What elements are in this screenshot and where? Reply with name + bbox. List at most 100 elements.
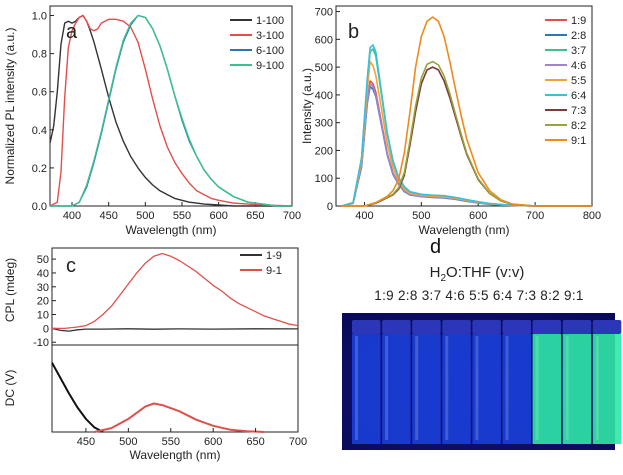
cpl-series-1-9 — [51, 327, 299, 332]
legend-label: 6:4 — [571, 90, 586, 102]
y-tick-label: 1.0 — [32, 11, 47, 23]
x-tick-label: 500 — [119, 436, 137, 448]
vial-cap — [592, 320, 622, 334]
y-tick-label: 100 — [315, 173, 333, 185]
y-tick-label: 0.8 — [32, 49, 47, 61]
photo-title-sub: 2 — [440, 273, 447, 284]
panel-c-chart: -10 010 20 30 40 50 CPL (mdeg) DC (V) 450 500 550 6… — [3, 247, 307, 462]
series-line-1-100 — [49, 14, 292, 207]
plot-frame — [49, 5, 293, 207]
series-line-9-100 — [50, 14, 292, 207]
vial-highlight — [355, 336, 358, 440]
legend-label: 1-100 — [256, 15, 284, 27]
cpl-y-tick-label: -10 — [33, 337, 49, 349]
vial-cap — [502, 320, 531, 334]
panel-d-photo — [342, 313, 622, 450]
cpl-frame — [51, 247, 299, 346]
x-tick-label: 700 — [289, 436, 307, 448]
dc-series-9-1 — [94, 402, 265, 433]
y-tick-label: 0 — [327, 201, 333, 213]
y-tick-label: 500 — [315, 62, 333, 74]
legend-label: 6-100 — [256, 45, 284, 57]
vial-cap — [442, 320, 471, 334]
vial-highlight — [565, 336, 569, 440]
vial-body — [382, 334, 411, 444]
series-line-3-100 — [49, 14, 293, 207]
panel-letter-c: c — [66, 255, 76, 277]
x-tick-label: 600 — [469, 210, 487, 222]
vial-body — [592, 334, 622, 444]
cpl-series-9-1 — [52, 252, 299, 330]
legend-label: 9:1 — [571, 135, 586, 147]
x-axis-label: Wavelength (nm) — [126, 223, 217, 237]
dc-y-axis-label: DC (V) — [3, 370, 17, 407]
x-axis-label: Wavelength (nm) — [130, 448, 221, 462]
vial-body — [502, 334, 531, 444]
x-tick-label: 500 — [412, 210, 430, 222]
x-tick-label: 400 — [63, 210, 81, 222]
x-tick-label: 450 — [99, 210, 117, 222]
x-tick-label: 500 — [136, 210, 154, 222]
legend-label: 3-100 — [256, 30, 284, 42]
x-tick-label: 450 — [77, 436, 95, 448]
vial-cap — [412, 320, 441, 334]
cpl-y-tick-label: 30 — [37, 282, 49, 294]
vial-cap — [562, 320, 592, 334]
legend-label: 4:6 — [571, 60, 586, 72]
vial-body — [352, 334, 381, 444]
x-axis-label: Wavelength (nm) — [419, 223, 510, 237]
y-tick-label: 300 — [315, 118, 333, 130]
vial-cap — [382, 320, 411, 334]
photo-title-pre: H — [429, 264, 441, 281]
x-tick-label: 700 — [283, 210, 301, 222]
panel-letter-d: d — [430, 236, 442, 258]
y-tick-label: 0.6 — [32, 87, 47, 99]
vial-cap — [532, 320, 562, 334]
series-line-8:2 — [341, 60, 592, 207]
vial-highlight — [385, 336, 389, 440]
x-tick-label: 550 — [173, 210, 191, 222]
series-line-4:6 — [341, 83, 592, 207]
x-tick-label: 800 — [583, 210, 601, 222]
cpl-y-axis-label: CPL (mdeg) — [3, 258, 17, 322]
x-tick-label: 650 — [246, 436, 264, 448]
y-tick-label: 0.0 — [32, 201, 47, 213]
vial-body — [442, 334, 471, 444]
y-axis-label: Normalized PL intensity (a.u.) — [3, 28, 17, 185]
panel-a-chart: 400 450 500 550 600 650 700 0.0 0.2 0.4 0.6 0.8 1.0 W… — [3, 5, 301, 237]
cpl-y-tick-label: 10 — [37, 310, 49, 322]
x-tick-label: 700 — [526, 210, 544, 222]
vial-body — [562, 334, 592, 444]
y-tick-label: 600 — [315, 34, 333, 46]
vial-body — [472, 334, 501, 444]
vial-highlight — [415, 336, 419, 440]
y-tick-label: 400 — [315, 90, 333, 102]
legend-label: 1-9 — [266, 250, 282, 262]
vial-highlight — [595, 336, 599, 440]
y-tick-label: 200 — [315, 145, 333, 157]
x-tick-label: 600 — [209, 210, 227, 222]
cpl-y-tick-label: 50 — [37, 254, 49, 266]
photo-title: H2O:THF (v:v) — [336, 264, 618, 284]
x-tick-label: 400 — [355, 210, 373, 222]
y-axis-label: Intensity (a.u.) — [300, 68, 314, 144]
series-line-2:8 — [341, 85, 592, 207]
x-tick-label: 650 — [246, 210, 264, 222]
legend-label: 1:9 — [571, 15, 586, 27]
legend-label: 2:8 — [571, 30, 586, 42]
series-line-6:4 — [341, 44, 592, 207]
plot-frame — [335, 5, 593, 207]
cpl-y-tick-label: 0 — [43, 323, 49, 335]
vial-cap — [472, 320, 501, 334]
dc-series-1-9 — [51, 362, 104, 433]
legend-label: 3:7 — [571, 45, 586, 57]
panel-letter-a: a — [66, 21, 78, 43]
photo-ratio-labels: 1:9 2:8 3:7 4:6 5:5 6:4 7:3 8:2 9:1 — [374, 288, 584, 303]
legend-label: 7:3 — [571, 105, 586, 117]
legend-label: 9-100 — [256, 60, 284, 72]
y-tick-label: 0.4 — [32, 125, 47, 137]
legend-label: 8:2 — [571, 120, 586, 132]
dc-frame — [51, 344, 299, 433]
photo-title-post: O:THF (v:v) — [446, 264, 525, 281]
